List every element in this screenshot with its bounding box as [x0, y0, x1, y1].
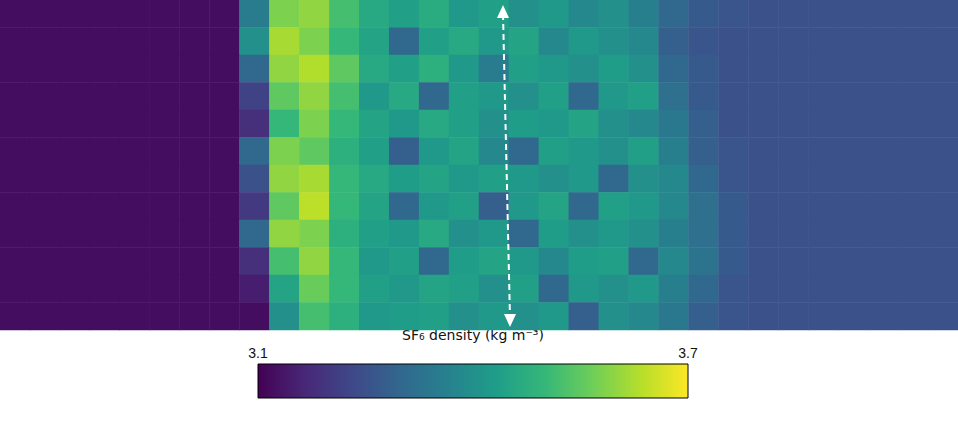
svg-text:SF₆ density (kg m⁻³): SF₆ density (kg m⁻³) [402, 327, 544, 343]
svg-text:3.1: 3.1 [248, 345, 268, 361]
svg-text:3.7: 3.7 [678, 345, 698, 361]
